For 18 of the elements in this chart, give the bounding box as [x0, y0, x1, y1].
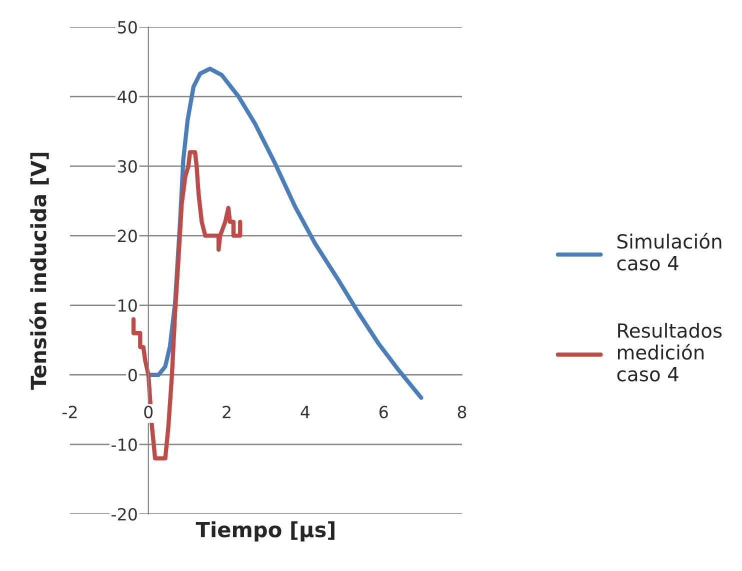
y-tick-label: 0 [128, 368, 137, 382]
legend-label: Simulación caso 4 [617, 232, 722, 270]
x-tick-label: -2 [62, 406, 77, 418]
x-axis-title: Tiempo [µs] [196, 521, 334, 542]
y-tick-label: 20 [118, 230, 137, 242]
x-tick-label: 2 [222, 406, 230, 418]
y-tick-label: 50 [118, 20, 137, 34]
x-tick-label: 8 [458, 406, 466, 418]
y-tick-label: 30 [118, 160, 137, 173]
x-tick-label: 0 [144, 406, 153, 418]
legend-label: Resultados medición caso 4 [617, 322, 722, 382]
y-tick-label: 40 [118, 90, 137, 104]
y-tick-label: -10 [112, 438, 137, 451]
y-axis-title: Tensión inducida [V] [29, 152, 49, 390]
x-tick-label: 4 [300, 406, 310, 418]
x-tick-label: 6 [379, 406, 388, 418]
y-tick-label: 10 [118, 299, 137, 312]
y-tick-label: -20 [112, 508, 137, 521]
